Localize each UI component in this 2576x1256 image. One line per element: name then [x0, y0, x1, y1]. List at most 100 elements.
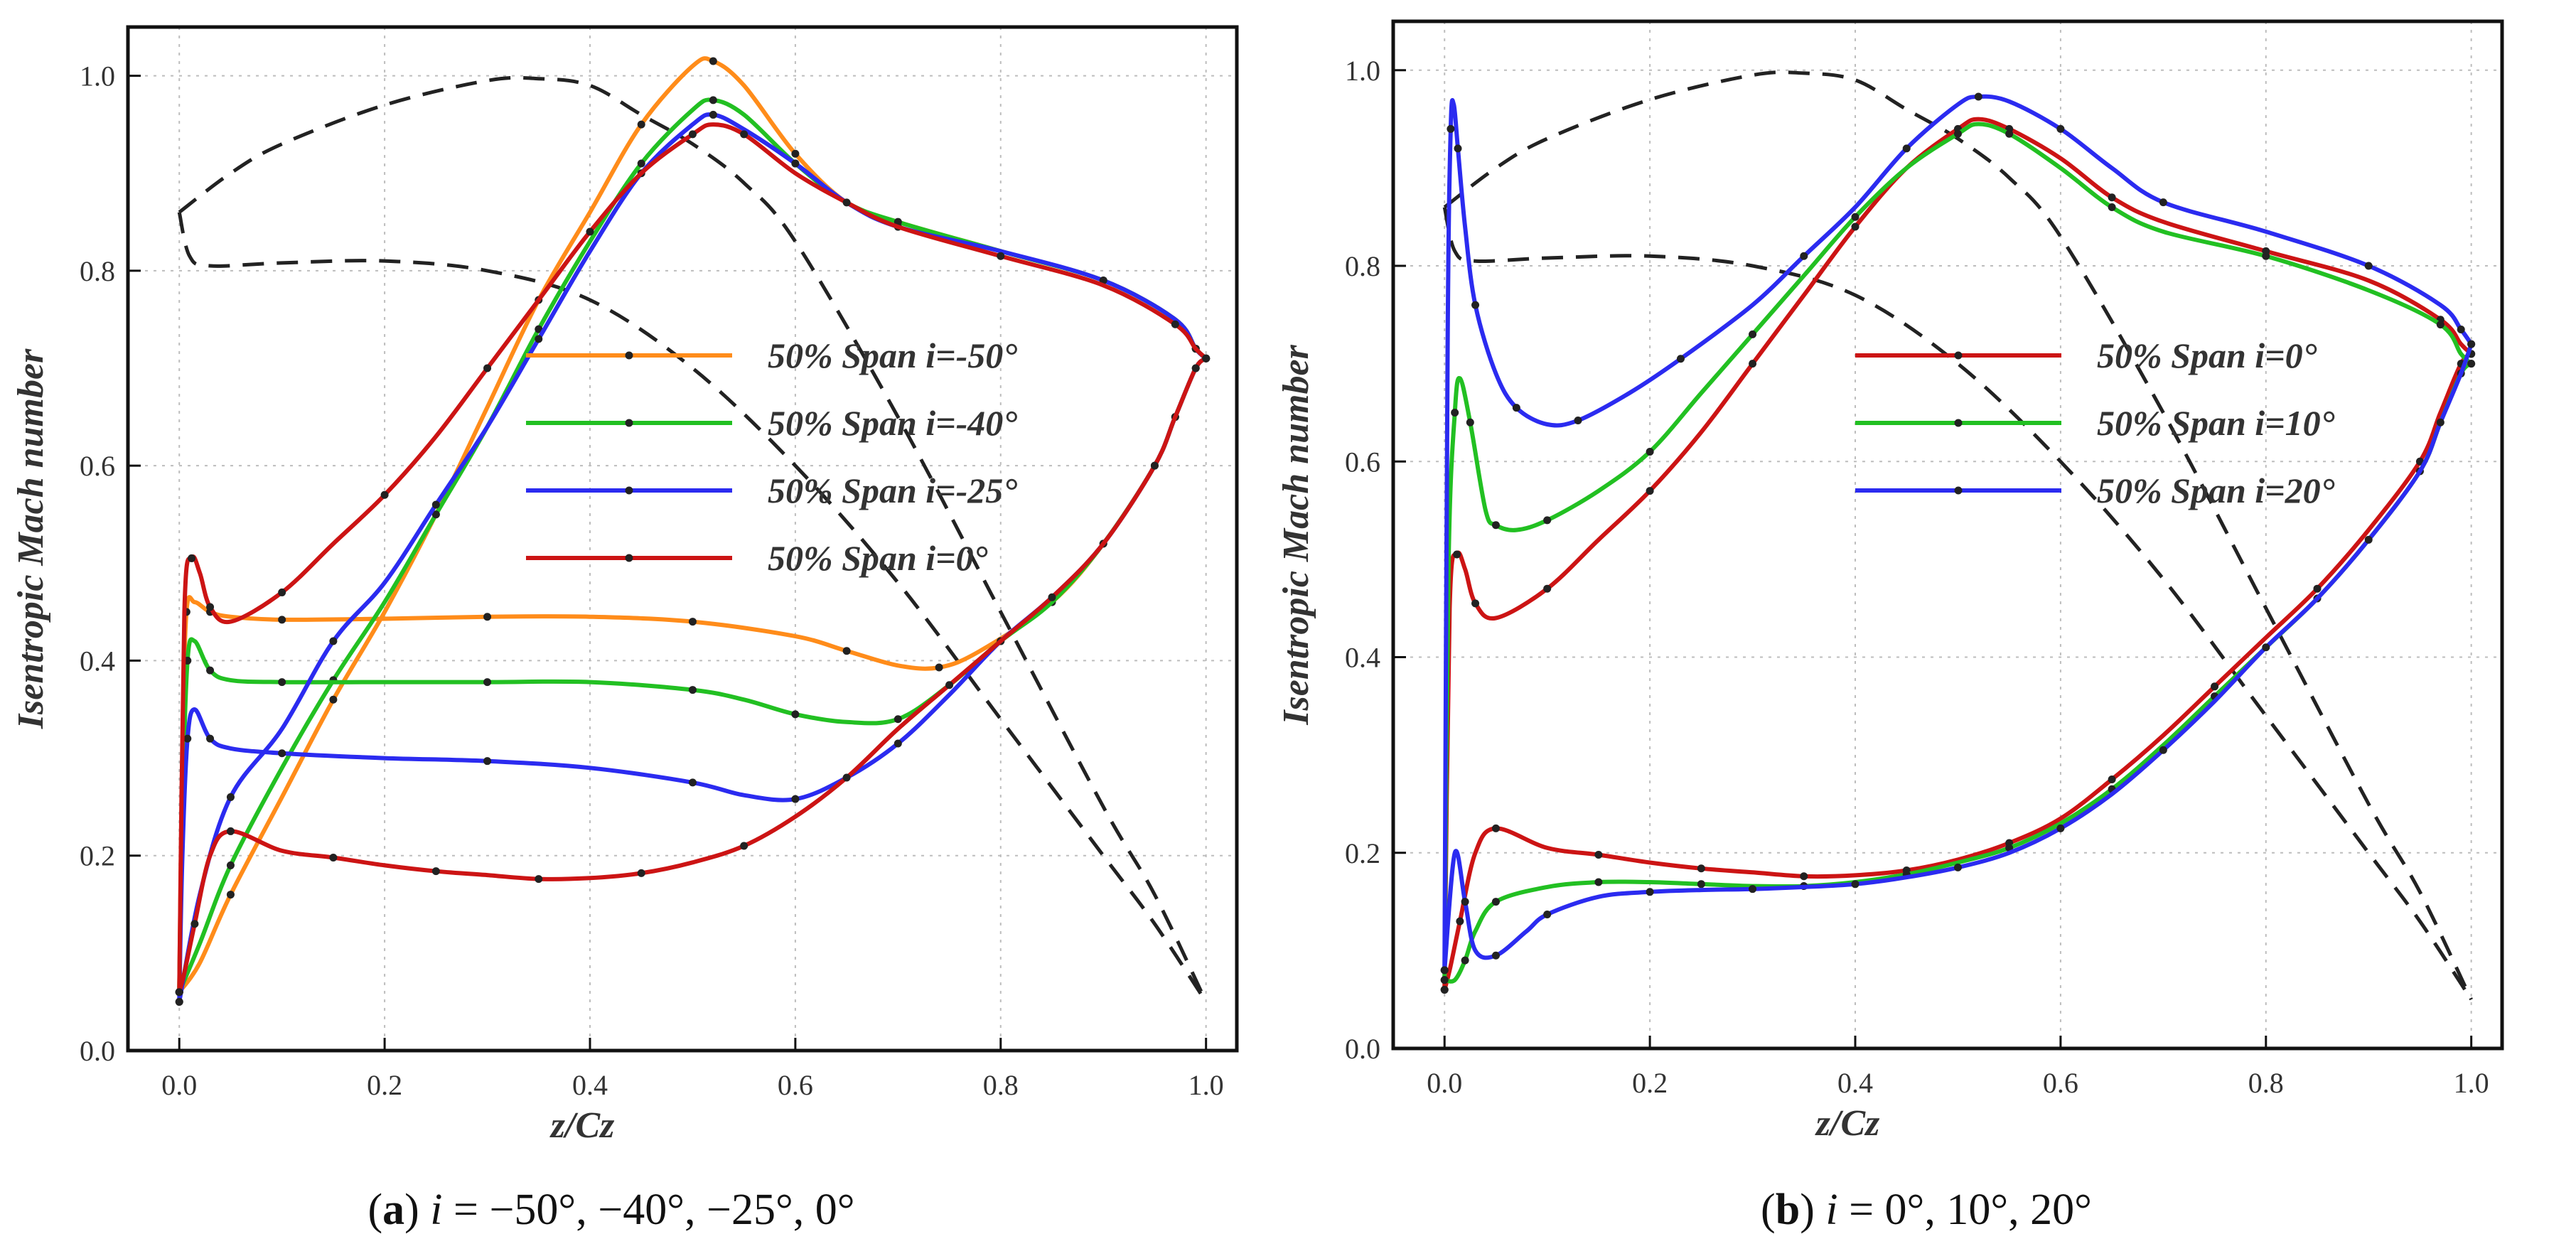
data-point: [431, 867, 440, 876]
caption-values: = 0°, 10°, 20°: [1838, 1186, 2092, 1234]
x-tick-label: 0.8: [2248, 1067, 2284, 1099]
legend-label: 50% Span i=10°: [2097, 403, 2335, 443]
data-point: [206, 603, 215, 611]
legend: 50% Span i=0° 50% Span i=10° 50% Span i=20…: [1855, 336, 2335, 510]
legend-item: 50% Span i=10°: [1855, 403, 2335, 443]
data-point: [709, 57, 717, 65]
data-point: [431, 510, 440, 519]
data-point: [1440, 985, 1449, 994]
data-point: [637, 159, 645, 168]
x-tick-label: 0.0: [1427, 1067, 1462, 1099]
data-point: [1491, 521, 1500, 530]
data-point: [206, 666, 215, 675]
data-point: [1749, 360, 1757, 368]
data-point: [1447, 124, 1455, 133]
data-point: [688, 778, 697, 787]
legend-marker: [625, 351, 633, 360]
x-tick-label: 1.0: [2454, 1067, 2489, 1099]
data-point: [1191, 364, 1200, 372]
data-point: [2436, 321, 2444, 329]
legend-item: 50% Span i=-50°: [526, 336, 1017, 375]
data-point: [740, 130, 748, 139]
blade-profile-lower: [177, 212, 1208, 1003]
data-point: [1491, 951, 1500, 960]
data-point: [183, 734, 192, 743]
data-point: [1646, 487, 1654, 495]
data-point: [2467, 360, 2476, 368]
data-point: [637, 120, 645, 129]
data-point: [1453, 550, 1461, 559]
series-line-lower: [177, 356, 1208, 993]
gridlines: [128, 27, 1237, 1051]
series-line-upper: [1442, 117, 2473, 990]
legend-item: 50% Span i=0°: [1855, 336, 2317, 375]
gridlines: [1393, 21, 2502, 1049]
data-point: [278, 588, 286, 596]
data-point: [2364, 535, 2373, 544]
data-point: [380, 490, 389, 499]
data-point: [1902, 144, 1911, 153]
caption-prefix: (: [1761, 1186, 1776, 1234]
series-line-upper: [177, 56, 1208, 994]
chart-panel-1: 0.0 0.2 0.4 0.6 0.8 1.0 0.0 0.2 0.4 0.6 0.8 1.0 z/Cz…: [11, 25, 1239, 1234]
data-point: [791, 795, 800, 803]
plot-frame: [126, 25, 1239, 1053]
data-point: [2262, 643, 2270, 652]
data-point: [1851, 213, 1859, 221]
data-point: [2159, 198, 2167, 207]
y-axis-title: Isentropic Mach number: [11, 348, 51, 729]
y-tick-label: 0.4: [1345, 642, 1380, 674]
series-i_0: [1440, 117, 2476, 994]
data-point: [2364, 262, 2373, 270]
data-point: [1440, 976, 1449, 984]
caption-prefix: (: [367, 1186, 382, 1234]
y-tick-label: 1.0: [1345, 55, 1380, 87]
blade-profile-upper: [178, 75, 1208, 1003]
data-point: [278, 749, 286, 758]
series-line-lower: [1444, 362, 2473, 984]
data-point: [535, 875, 543, 884]
x-tick-label: 0.6: [778, 1069, 813, 1101]
data-point: [175, 988, 183, 997]
data-point: [1594, 878, 1603, 886]
data-point: [1048, 593, 1056, 601]
data-point: [1594, 851, 1603, 859]
data-point: [893, 715, 902, 724]
data-point: [1456, 917, 1464, 925]
series-line-upper: [177, 122, 1208, 992]
data-point: [226, 827, 235, 835]
data-point: [1749, 330, 1757, 338]
legend-item: 50% Span i=-40°: [526, 403, 1017, 443]
data-point: [637, 869, 645, 877]
series-line-upper: [1442, 94, 2474, 970]
data-point: [1512, 404, 1520, 412]
y-tick-label: 0.6: [80, 450, 115, 482]
series-i_0: [175, 122, 1211, 997]
data-point: [188, 554, 196, 562]
data-point: [2262, 252, 2270, 260]
data-point: [688, 686, 697, 694]
legend-marker: [625, 554, 633, 562]
data-point: [586, 227, 594, 236]
data-point: [893, 739, 902, 748]
x-axis-title: z/Cz: [549, 1105, 615, 1146]
data-point: [997, 252, 1005, 260]
data-point: [1749, 885, 1757, 893]
data-point: [1202, 354, 1211, 363]
data-point: [791, 149, 800, 158]
data-point: [483, 364, 492, 372]
plot-frame: [1391, 19, 2504, 1051]
series-line-upper: [177, 112, 1208, 1002]
x-tick-label: 0.4: [572, 1069, 608, 1101]
caption-rest: ): [1800, 1186, 1825, 1234]
data-point: [2313, 584, 2322, 593]
x-tick-label: 0.8: [983, 1069, 1019, 1101]
data-point: [329, 695, 338, 704]
x-tick-label: 1.0: [1188, 1069, 1224, 1101]
data-point: [842, 198, 851, 207]
legend-marker: [1954, 419, 1963, 427]
y-tick-label: 0.0: [80, 1035, 115, 1067]
data-point: [2056, 824, 2065, 832]
panel-caption: (a) i = −50°, −40°, −25°, 0°: [367, 1186, 854, 1234]
data-point: [1697, 880, 1705, 889]
